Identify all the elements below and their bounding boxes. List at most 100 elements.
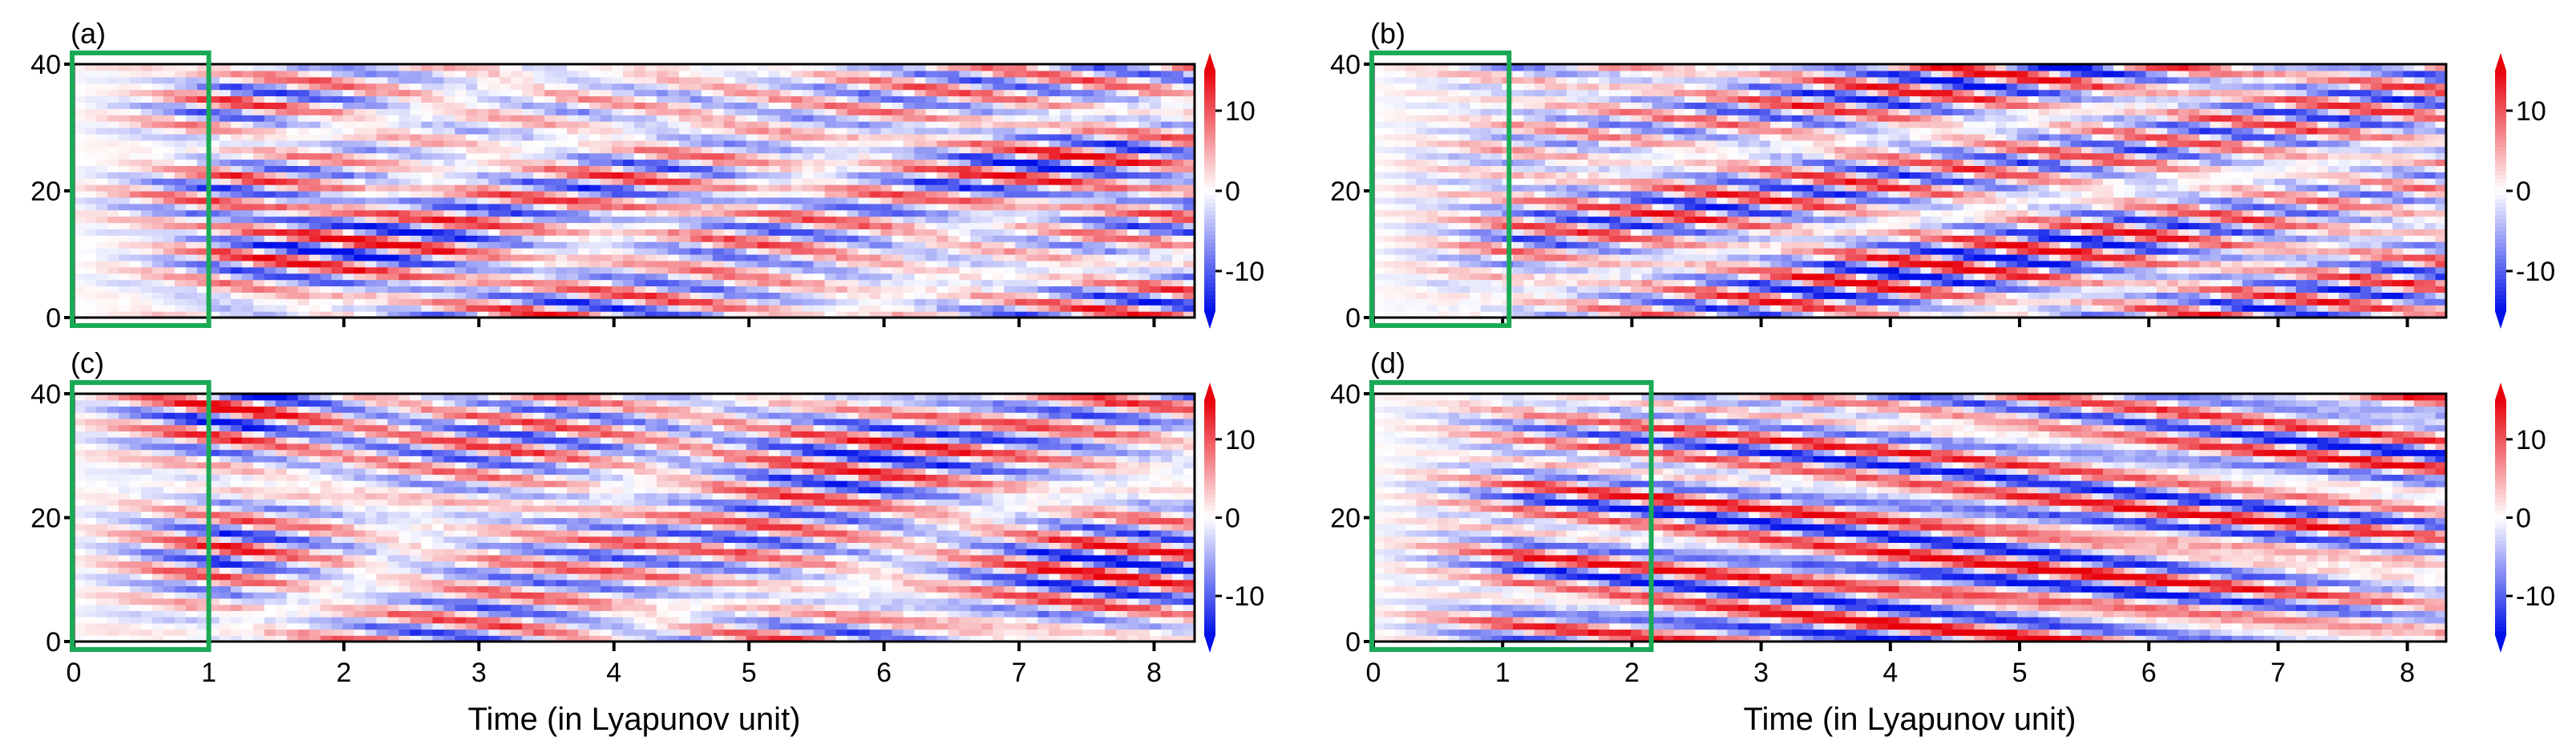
heatmap-cell — [892, 133, 904, 141]
heatmap-cell — [185, 311, 198, 318]
heatmap-cell — [331, 95, 344, 103]
heatmap-cell — [1523, 165, 1535, 172]
heatmap-cell — [981, 305, 993, 312]
heatmap-cell — [813, 216, 826, 224]
heatmap-cell — [847, 203, 859, 211]
heatmap-cell — [656, 115, 669, 122]
heatmap-cell — [1150, 241, 1162, 249]
heatmap-cell — [835, 235, 848, 242]
heatmap-cell — [757, 235, 770, 242]
heatmap-cell — [208, 121, 220, 128]
heatmap-cell — [1384, 76, 1396, 84]
heatmap-cell — [387, 311, 400, 318]
heatmap-cell — [1438, 248, 1450, 255]
heatmap-cell — [488, 172, 500, 179]
heatmap-cell — [275, 146, 288, 154]
heatmap-cell — [1060, 184, 1072, 192]
heatmap-cell — [601, 128, 613, 135]
heatmap-cell — [443, 133, 455, 141]
heatmap-cell — [847, 311, 859, 318]
heatmap-cell — [118, 89, 131, 97]
heatmap-cell — [488, 70, 500, 78]
heatmap-cell — [84, 248, 97, 255]
heatmap-cell — [1183, 254, 1195, 261]
heatmap-cell — [455, 222, 467, 229]
heatmap-cell — [623, 178, 635, 185]
heatmap-cell — [398, 95, 410, 103]
heatmap-cell — [522, 216, 534, 224]
heatmap-cell — [1116, 279, 1128, 287]
heatmap-cell — [1161, 165, 1173, 172]
heatmap-cell — [1609, 235, 1621, 242]
heatmap-cell — [107, 70, 119, 78]
heatmap-cell — [779, 241, 792, 249]
heatmap-cell — [118, 184, 131, 192]
heatmap-cell — [1138, 216, 1151, 224]
heatmap-cell — [1150, 184, 1162, 192]
heatmap-cell — [645, 216, 657, 224]
heatmap-cell — [297, 152, 310, 160]
heatmap-cell — [1438, 121, 1450, 128]
heatmap-cell — [421, 172, 433, 179]
heatmap-cell — [163, 89, 176, 97]
heatmap-cell — [1172, 248, 1184, 255]
heatmap-cell — [779, 159, 792, 166]
heatmap-cell — [835, 222, 848, 229]
heatmap-cell — [880, 102, 893, 109]
heatmap-cell — [1172, 89, 1184, 97]
heatmap-cell — [1161, 292, 1173, 299]
heatmap-cell — [1480, 311, 1492, 318]
heatmap-cell — [656, 292, 669, 299]
heatmap-cell — [802, 165, 815, 172]
heatmap-cell — [1394, 128, 1406, 135]
heatmap-cell — [230, 241, 243, 249]
heatmap-cell — [185, 254, 198, 261]
heatmap-cell — [455, 216, 467, 224]
heatmap-cell — [1172, 184, 1184, 192]
heatmap-cell — [342, 260, 355, 268]
heatmap-cell — [1049, 115, 1061, 122]
heatmap-cell — [466, 203, 478, 211]
heatmap-cell — [118, 203, 131, 211]
heatmap-cell — [712, 64, 725, 71]
heatmap-cell — [869, 165, 882, 172]
heatmap-cell — [678, 273, 691, 281]
heatmap-cell — [802, 83, 815, 91]
heatmap-cell — [1394, 298, 1406, 306]
heatmap-cell — [208, 229, 220, 236]
heatmap-cell — [880, 178, 893, 185]
heatmap-cell — [858, 128, 871, 135]
heatmap-cell — [1105, 178, 1117, 185]
heatmap-cell — [768, 108, 781, 115]
heatmap-cell — [1094, 191, 1106, 198]
heatmap-cell — [1480, 64, 1492, 71]
heatmap-cell — [1491, 178, 1503, 185]
heatmap-cell — [645, 115, 657, 122]
heatmap-cell — [612, 254, 624, 261]
heatmap-cell — [387, 254, 400, 261]
heatmap-cell — [1138, 203, 1151, 211]
heatmap-cell — [880, 140, 893, 148]
heatmap-cell — [689, 260, 702, 268]
heatmap-cell — [1577, 70, 1589, 78]
heatmap-cell — [499, 95, 512, 103]
heatmap-cell — [936, 140, 949, 148]
heatmap-cell — [835, 203, 848, 211]
heatmap-cell — [689, 292, 702, 299]
heatmap-cell — [365, 298, 378, 306]
heatmap-cell — [936, 165, 949, 172]
colorbar-segment — [1204, 275, 1215, 280]
heatmap-cell — [208, 76, 220, 84]
heatmap-cell — [432, 146, 444, 154]
heatmap-cell — [499, 133, 512, 141]
heatmap-cell — [1116, 64, 1128, 71]
heatmap-cell — [1116, 83, 1128, 91]
heatmap-cell — [1161, 95, 1173, 103]
heatmap-cell — [712, 229, 725, 236]
heatmap-cell — [1512, 203, 1524, 211]
heatmap-cell — [746, 152, 758, 160]
heatmap-cell — [589, 216, 601, 224]
heatmap-cell — [499, 76, 512, 84]
heatmap-cell — [678, 254, 691, 261]
heatmap-cell — [1060, 152, 1072, 160]
